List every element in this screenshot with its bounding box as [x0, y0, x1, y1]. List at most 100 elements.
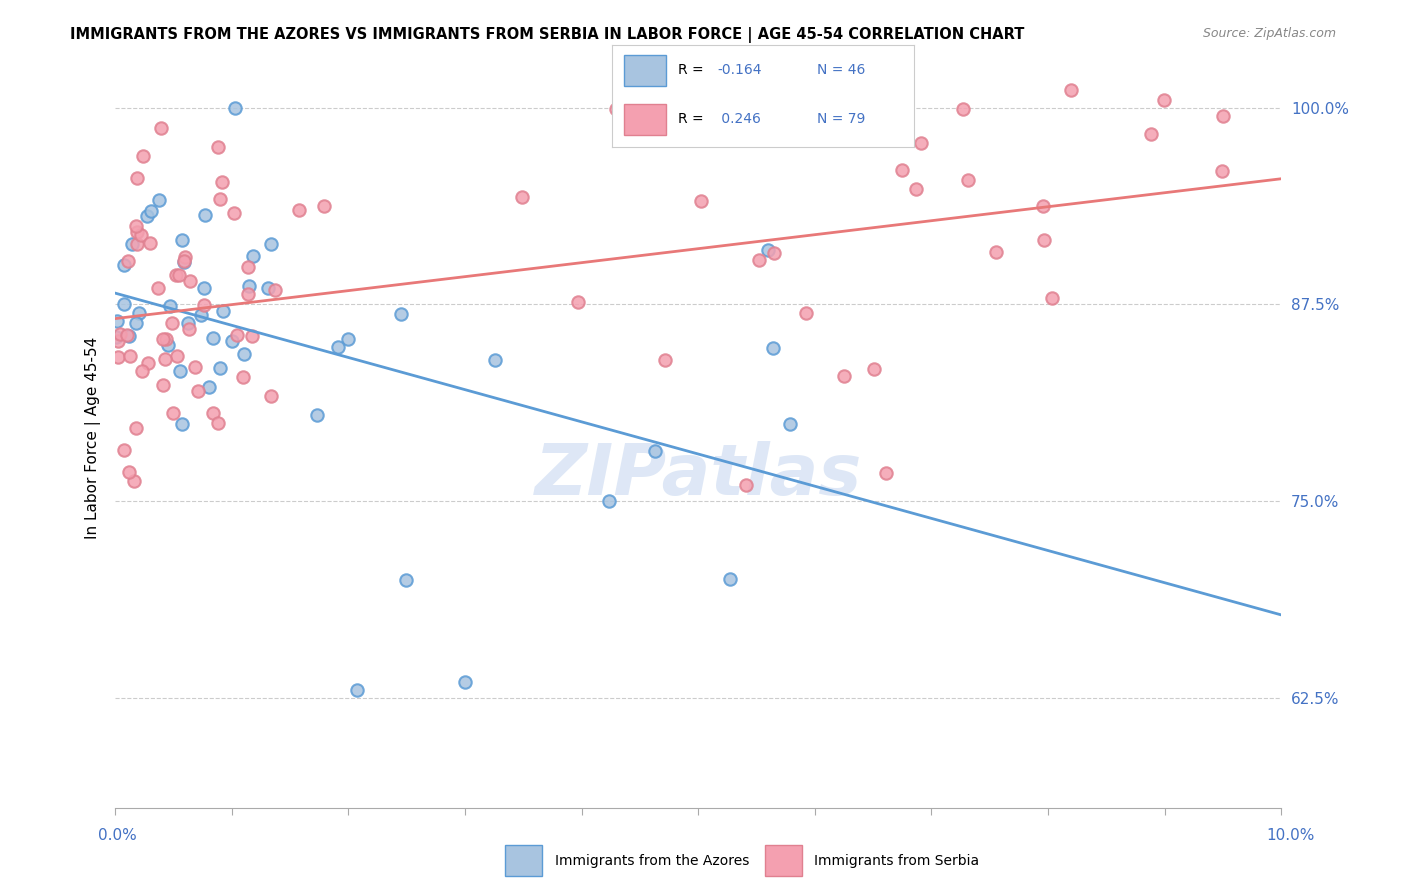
Point	[136, 210, 159, 224]
Point	[207, 140, 229, 154]
Point	[167, 268, 190, 282]
Point	[236, 260, 259, 274]
Text: -0.164: -0.164	[717, 63, 762, 78]
Point	[984, 244, 1007, 259]
Text: 0.0%: 0.0%	[98, 828, 138, 843]
Text: ZIPatlas: ZIPatlas	[534, 441, 862, 509]
Point	[598, 494, 620, 508]
Text: Source: ZipAtlas.com: Source: ZipAtlas.com	[1202, 27, 1336, 40]
Point	[198, 380, 221, 394]
Text: R =: R =	[678, 63, 709, 78]
Point	[124, 474, 146, 488]
Point	[956, 173, 979, 187]
Point	[232, 370, 254, 384]
Point	[510, 190, 533, 204]
Text: R =: R =	[678, 112, 709, 127]
Point	[208, 193, 231, 207]
Point	[762, 341, 785, 355]
Point	[395, 573, 418, 587]
Point	[1211, 164, 1233, 178]
Point	[260, 236, 283, 251]
Point	[173, 255, 195, 269]
Point	[735, 478, 758, 492]
Point	[222, 206, 245, 220]
Point	[173, 254, 195, 268]
Point	[756, 243, 779, 257]
Point	[107, 350, 129, 364]
Bar	[624, 104, 666, 135]
Point	[1032, 199, 1054, 213]
Point	[875, 466, 897, 480]
Point	[256, 281, 278, 295]
Point	[112, 297, 135, 311]
Point	[1153, 93, 1175, 107]
Bar	[505, 846, 543, 876]
Text: N = 46: N = 46	[817, 63, 866, 78]
Point	[108, 327, 131, 342]
Point	[131, 363, 153, 377]
Point	[654, 353, 676, 368]
Point	[118, 329, 141, 343]
Point	[1032, 233, 1054, 247]
Point	[193, 280, 215, 294]
Point	[148, 281, 170, 295]
Text: N = 79: N = 79	[817, 112, 866, 127]
Point	[150, 121, 173, 136]
Point	[221, 334, 243, 349]
Point	[1212, 109, 1234, 123]
Point	[201, 406, 224, 420]
Point	[287, 202, 309, 217]
Point	[748, 253, 770, 268]
Point	[389, 307, 412, 321]
Point	[107, 334, 129, 348]
Point	[832, 369, 855, 384]
Point	[238, 278, 260, 293]
Text: 0.246: 0.246	[717, 112, 761, 127]
Point	[115, 328, 138, 343]
Point	[125, 225, 148, 239]
Point	[125, 421, 148, 435]
Point	[567, 294, 589, 309]
Point	[127, 236, 149, 251]
Point	[117, 253, 139, 268]
Point	[193, 298, 215, 312]
Point	[794, 306, 817, 320]
Point	[1060, 83, 1083, 97]
Point	[174, 250, 197, 264]
Point	[132, 149, 155, 163]
Point	[127, 171, 149, 186]
Point	[718, 572, 741, 586]
Point	[1040, 291, 1063, 305]
Point	[904, 182, 927, 196]
Point	[346, 682, 368, 697]
Point	[118, 465, 141, 479]
Point	[328, 340, 350, 354]
Point	[263, 284, 285, 298]
Point	[172, 417, 194, 432]
Point	[179, 274, 201, 288]
Point	[636, 115, 658, 129]
Point	[224, 101, 246, 115]
Point	[1140, 127, 1163, 141]
Point	[160, 316, 183, 330]
Point	[337, 333, 360, 347]
Point	[190, 308, 212, 322]
Point	[105, 314, 128, 328]
Point	[148, 193, 170, 207]
Point	[194, 208, 217, 222]
Point	[314, 199, 336, 213]
Point	[644, 443, 666, 458]
Point	[112, 258, 135, 272]
Point	[184, 359, 207, 374]
Point	[159, 300, 181, 314]
Point	[139, 235, 162, 250]
Point	[177, 316, 200, 330]
Point	[952, 102, 974, 116]
Point	[177, 322, 200, 336]
Point	[120, 349, 142, 363]
Point	[208, 361, 231, 376]
Point	[153, 351, 176, 366]
Y-axis label: In Labor Force | Age 45-54: In Labor Force | Age 45-54	[86, 337, 101, 539]
Point	[910, 136, 932, 150]
Point	[238, 287, 260, 301]
